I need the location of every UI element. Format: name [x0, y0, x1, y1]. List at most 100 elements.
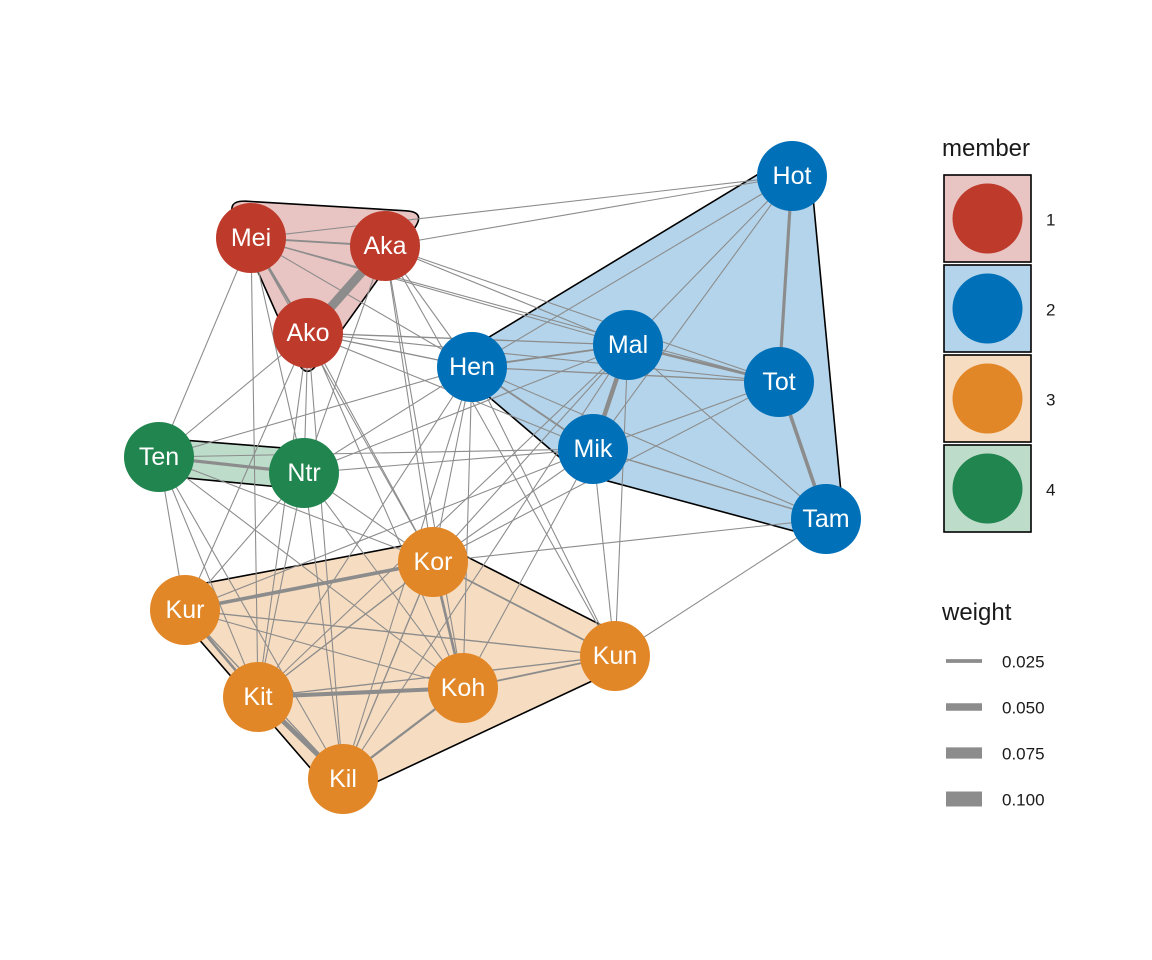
node-label: Aka: [363, 232, 406, 260]
node-mik[interactable]: Mik: [558, 414, 628, 484]
node-hot[interactable]: Hot: [757, 141, 827, 211]
edge-mal-kit: [257, 344, 629, 698]
node-label: Tam: [802, 505, 849, 533]
node-label: Ntr: [287, 459, 320, 487]
edge-ten-hen: [158, 366, 473, 458]
edge-ten-kit: [158, 456, 259, 698]
edge-ako-kit: [257, 332, 309, 698]
edge-mei-kor: [250, 237, 434, 563]
node-label: Kor: [414, 548, 453, 576]
node-label: Ako: [286, 319, 329, 347]
edge-hen-kun: [471, 366, 616, 657]
legend-member-dot: [952, 273, 1023, 344]
edge-mal-kor: [432, 344, 629, 563]
edge-ten-kil: [158, 456, 344, 780]
edge-mik-koh: [462, 448, 594, 689]
edge-ntr-mik: [303, 448, 594, 474]
node-circle: [558, 414, 628, 484]
nodes: Mei Aka Ako Hot Mal Hen Tot Mik Tam Ten Ntr Kor Kur K…: [124, 141, 861, 814]
node-mal[interactable]: Mal: [593, 310, 663, 380]
edge-ntr-mal: [303, 344, 629, 474]
node-tot[interactable]: Tot: [744, 347, 814, 417]
edge-ten-mei: [158, 237, 252, 458]
edge-kor-kil: [342, 561, 434, 780]
node-circle: [593, 310, 663, 380]
node-kur[interactable]: Kur: [150, 575, 220, 645]
edge-hen-koh: [462, 366, 473, 689]
edge-mal-kun: [614, 344, 629, 657]
node-label: Mei: [231, 224, 271, 252]
edge-aka-hot: [384, 175, 793, 247]
edge-ten-koh: [158, 456, 464, 689]
edge-hen-kit: [257, 366, 473, 698]
node-circle: [744, 347, 814, 417]
node-circle: [398, 527, 468, 597]
node-circle: [437, 332, 507, 402]
edge-mei-kit: [250, 237, 259, 698]
node-ntr[interactable]: Ntr: [269, 438, 339, 508]
legend-weight-label: 0.025: [1002, 653, 1045, 672]
node-label: Kit: [243, 683, 272, 711]
legend-member-item-3: 3: [943, 354, 1055, 443]
legend-weight-label: 0.075: [1002, 745, 1045, 764]
edge-ntr-kit: [257, 472, 305, 698]
node-kun[interactable]: Kun: [580, 621, 650, 691]
node-circle: [350, 211, 420, 281]
edge-ntr-mei: [250, 237, 305, 474]
node-tam[interactable]: Tam: [791, 484, 861, 554]
edge-mik-hot: [592, 175, 793, 450]
legend-member-item-4: 4: [943, 444, 1055, 533]
legend-weight-label: 0.050: [1002, 699, 1045, 718]
node-circle: [757, 141, 827, 211]
node-label: Hot: [773, 162, 812, 190]
node-circle: [273, 298, 343, 368]
edge-tam-kor: [432, 518, 827, 563]
edge-ntr-kil: [303, 472, 344, 780]
edge-aka-mal: [384, 245, 629, 346]
edge-tam-kun: [614, 518, 827, 657]
legend-member: member 1 2 3 4: [942, 135, 1055, 533]
edge-mei-mal: [250, 237, 629, 346]
node-circle: [150, 575, 220, 645]
edge-ntr-koh: [303, 472, 464, 689]
node-label: Kil: [329, 765, 357, 793]
node-circle: [428, 653, 498, 723]
edge-mei-hen: [250, 237, 473, 368]
edge-ako-tot: [307, 332, 780, 383]
node-circle: [308, 744, 378, 814]
legend-weight-item: 0.075: [946, 745, 1045, 764]
edge-mei-tot: [250, 237, 780, 383]
edge-kur-koh: [184, 609, 464, 689]
node-ten[interactable]: Ten: [124, 422, 194, 492]
node-mei[interactable]: Mei: [216, 203, 286, 273]
node-circle: [580, 621, 650, 691]
node-circle: [124, 422, 194, 492]
legend-weight-item: 0.100: [946, 791, 1045, 810]
node-label: Koh: [441, 674, 485, 702]
legend-member-dot: [952, 453, 1023, 524]
legend-weight-item: 0.025: [946, 653, 1045, 672]
legend-weight-title: weight: [941, 599, 1012, 626]
edge-ako-kil: [307, 332, 344, 780]
edge-hen-hot: [471, 175, 793, 368]
edge-ako-kur: [184, 332, 309, 611]
edge-mei-hot: [250, 175, 793, 239]
edge-ten-mik: [158, 448, 594, 458]
node-ako[interactable]: Ako: [273, 298, 343, 368]
legend-member-label: 2: [1046, 301, 1055, 320]
legend-member-item-2: 2: [943, 264, 1055, 353]
edge-aka-koh: [384, 245, 464, 689]
node-kit[interactable]: Kit: [223, 662, 293, 732]
node-aka[interactable]: Aka: [350, 211, 420, 281]
node-label: Hen: [449, 353, 495, 381]
node-koh[interactable]: Koh: [428, 653, 498, 723]
node-hen[interactable]: Hen: [437, 332, 507, 402]
edge-ako-koh: [307, 332, 464, 689]
node-label: Kur: [166, 596, 205, 624]
edge-ntr-aka: [303, 245, 386, 474]
node-kor[interactable]: Kor: [398, 527, 468, 597]
edge-mal-tam: [627, 344, 827, 520]
node-kil[interactable]: Kil: [308, 744, 378, 814]
edge-mik-kur: [184, 448, 594, 611]
